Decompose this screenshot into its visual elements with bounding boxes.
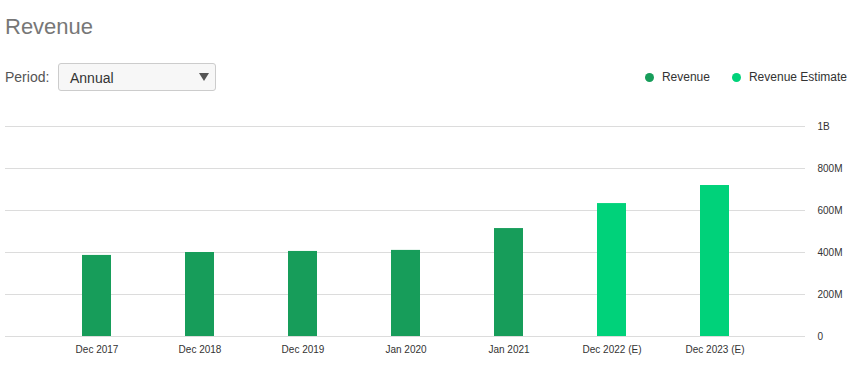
- svg-text:Dec 2022 (E): Dec 2022 (E): [583, 344, 642, 355]
- svg-text:200M: 200M: [818, 289, 843, 300]
- svg-text:Jan 2021: Jan 2021: [488, 344, 530, 355]
- html-text:Period:: Period:: [5, 69, 50, 85]
- html-text:Annual: Annual: [70, 70, 114, 86]
- html-text:Revenue: Revenue: [661, 70, 710, 84]
- svg-text:Dec 2017: Dec 2017: [76, 344, 119, 355]
- svg-text:Dec 2023 (E): Dec 2023 (E): [686, 344, 745, 355]
- svg-text:Dec 2018: Dec 2018: [179, 344, 222, 355]
- html-text:Revenue: Revenue: [5, 14, 94, 39]
- svg-text:800M: 800M: [818, 163, 843, 174]
- svg-text:0: 0: [818, 331, 824, 342]
- svg-text:1B: 1B: [818, 121, 831, 132]
- svg-text:Dec 2019: Dec 2019: [282, 344, 325, 355]
- html-text:Revenue Estimate: Revenue Estimate: [748, 70, 847, 84]
- svg-text:600M: 600M: [818, 205, 843, 216]
- svg-text:400M: 400M: [818, 247, 843, 258]
- svg-text:Jan 2020: Jan 2020: [385, 344, 427, 355]
